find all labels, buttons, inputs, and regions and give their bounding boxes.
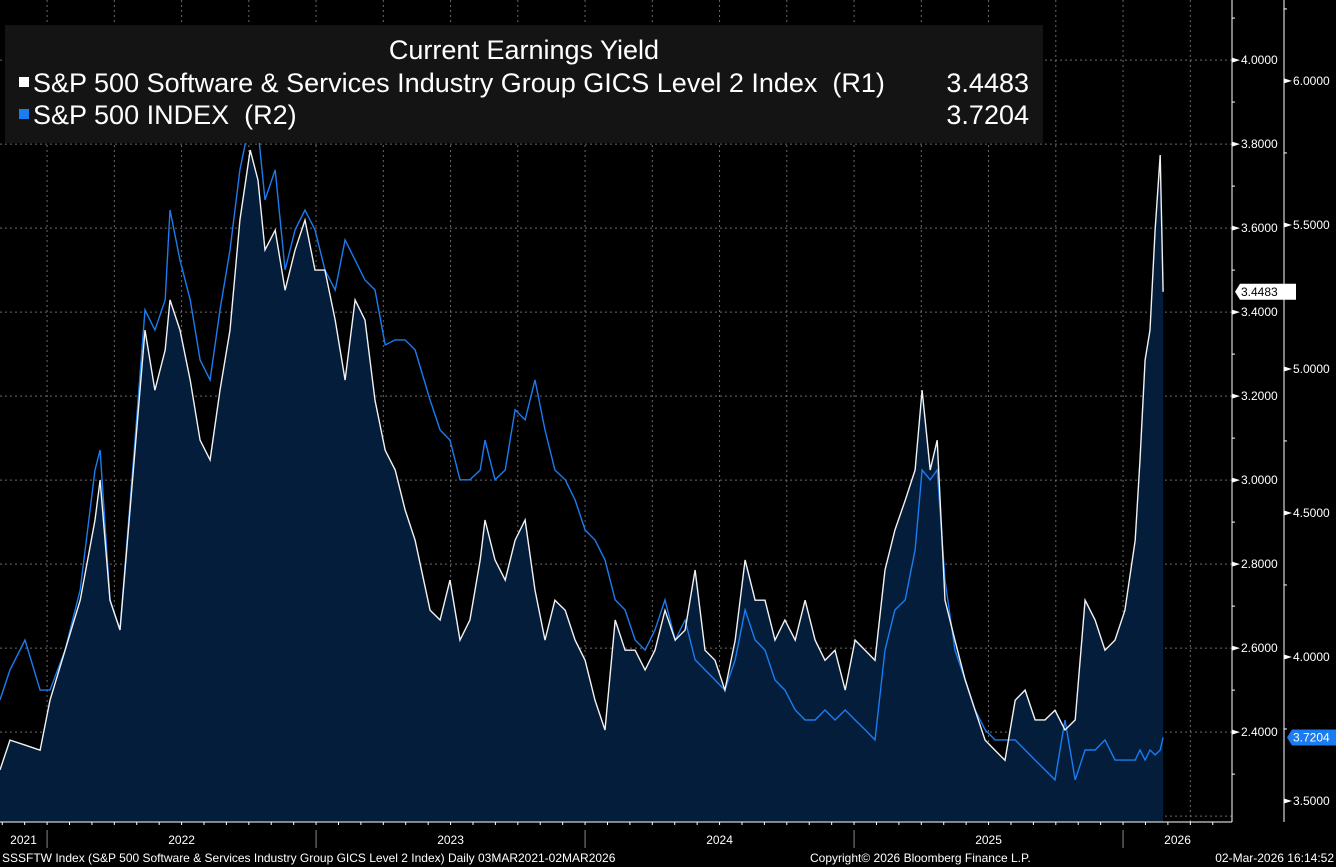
r2-tick-marker — [1284, 654, 1292, 660]
chart-title: Current Earnings Yield — [388, 35, 660, 65]
r2-tick-marker — [1284, 798, 1292, 804]
x-tick-label: 2024 — [706, 833, 733, 847]
r2-tick-label: 4.0000 — [1293, 650, 1330, 664]
r1-tick-marker — [1232, 477, 1240, 483]
last-value-label-r2: 3.7204 — [1293, 730, 1330, 744]
x-tick-label: 2022 — [168, 833, 195, 847]
r1-tick-label: 3.4000 — [1241, 305, 1278, 319]
r2-tick-label: 5.5000 — [1293, 218, 1330, 232]
footer-timestamp: 02-Mar-2026 16:14:52 — [1215, 851, 1334, 865]
r1-tick-marker — [1232, 57, 1240, 63]
r2-tick-marker — [1284, 78, 1292, 84]
r1-tick-marker — [1232, 729, 1240, 735]
x-tick-label: 2021 — [10, 833, 37, 847]
last-value-label-r1: 3.4483 — [1241, 285, 1278, 299]
legend-swatch-blue — [19, 108, 29, 119]
r1-tick-label: 2.8000 — [1241, 557, 1278, 571]
r1-tick-label: 3.2000 — [1241, 389, 1278, 403]
software-series-line — [0, 149, 1164, 771]
last-value-tag-r1 — [1235, 283, 1296, 300]
x-tick-label: 2025 — [975, 833, 1002, 847]
r2-tick-marker — [1284, 510, 1292, 516]
legend-axis: (R1) — [832, 68, 885, 98]
r1-tick-marker — [1232, 393, 1240, 399]
software-series-area — [0, 150, 1164, 822]
r1-tick-marker — [1232, 309, 1240, 315]
axes: 2.4000 2.6000 2.8000 3.0000 3.2000 3.4000 3.60… — [0, 0, 1336, 848]
sp500-series-line — [0, 118, 1164, 782]
r1-tick-marker — [1232, 645, 1240, 651]
r1-tick-label: 4.0000 — [1241, 53, 1278, 67]
legend-item-software: S&P 500 Software & Services Industry Gro… — [19, 68, 1029, 99]
r1-tick-label: 2.4000 — [1241, 725, 1278, 739]
legend-swatch-white — [19, 76, 29, 87]
legend-label: S&P 500 INDEX — [33, 100, 230, 130]
legend: Current Earnings Yield S&P 500 Software … — [5, 25, 1043, 143]
r1-tick-marker — [1232, 225, 1240, 231]
r2-tick-marker — [1284, 222, 1292, 228]
legend-value: 3.7204 — [946, 100, 1029, 130]
footer-copyright: Copyright© 2026 Bloomberg Finance L.P. — [810, 851, 1031, 865]
r2-tick-label: 5.0000 — [1293, 362, 1330, 376]
r2-tick-marker — [1284, 366, 1292, 372]
x-tick-label: 2026 — [1164, 833, 1191, 847]
r2-tick-label: 4.5000 — [1293, 506, 1330, 520]
legend-label: S&P 500 Software & Services Industry Gro… — [33, 68, 818, 98]
legend-item-sp500: S&P 500 INDEX (R2) 3.7204 — [19, 100, 1029, 131]
r1-tick-label: 2.6000 — [1241, 641, 1278, 655]
r1-tick-label: 3.8000 — [1241, 137, 1278, 151]
legend-value: 3.4483 — [946, 68, 1029, 98]
legend-axis: (R2) — [244, 100, 297, 130]
r1-tick-marker — [1232, 561, 1240, 567]
footer-description: SSSFTW Index (S&P 500 Software & Service… — [2, 851, 616, 865]
r1-tick-label: 3.0000 — [1241, 473, 1278, 487]
r2-tick-label: 3.5000 — [1293, 794, 1330, 808]
r2-tick-label: 6.0000 — [1293, 74, 1330, 88]
r1-tick-label: 3.6000 — [1241, 221, 1278, 235]
last-value-tag-r2 — [1287, 729, 1336, 746]
x-tick-label: 2023 — [437, 833, 464, 847]
r1-tick-marker — [1232, 141, 1240, 147]
